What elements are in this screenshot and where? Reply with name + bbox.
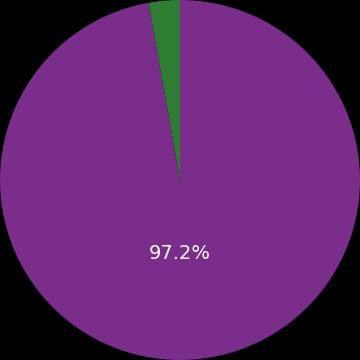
Text: 97.2%: 97.2%: [149, 244, 211, 263]
Wedge shape: [148, 0, 180, 180]
